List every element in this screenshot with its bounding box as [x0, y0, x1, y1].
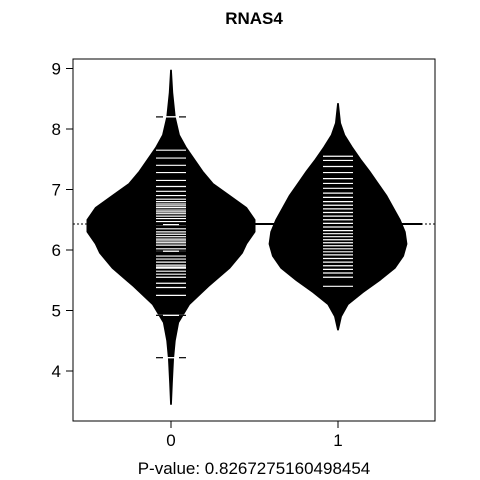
plot-area [73, 69, 435, 405]
plot-frame [72, 58, 436, 422]
x-axis-label: P-value: 0.8267275160498454 [138, 459, 371, 478]
bean-group-0 [86, 69, 256, 405]
bean-group-1 [268, 103, 408, 331]
y-tick-label: 7 [52, 181, 61, 200]
y-tick-label: 6 [52, 241, 61, 260]
y-tick-label: 9 [52, 60, 61, 79]
x-tick-label: 0 [166, 431, 175, 450]
y-tick-label: 8 [52, 120, 61, 139]
y-tick-label: 5 [52, 302, 61, 321]
x-tick-label: 1 [333, 431, 342, 450]
chart-title: RNAS4 [225, 9, 283, 28]
y-tick-label: 4 [52, 362, 61, 381]
axes: 4 5 6 7 8 9 0 1 [52, 60, 343, 451]
